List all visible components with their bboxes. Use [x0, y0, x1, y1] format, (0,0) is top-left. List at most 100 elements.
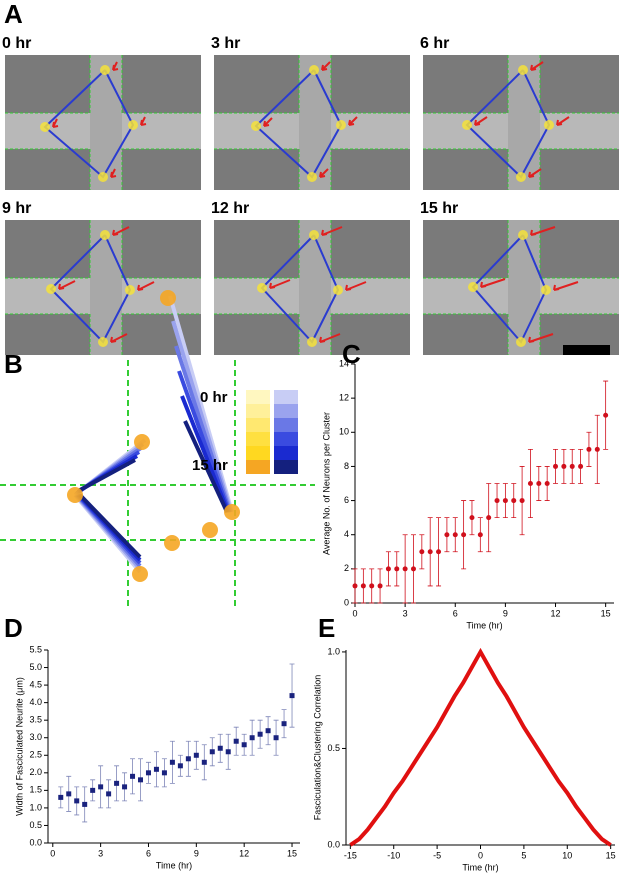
point [369, 583, 375, 589]
point [114, 780, 120, 786]
arrow [528, 168, 542, 178]
point [241, 742, 247, 748]
channel [299, 55, 331, 190]
neuron [251, 121, 261, 131]
point [561, 463, 567, 469]
trajectory [78, 420, 229, 559]
cluster [202, 522, 218, 538]
neuron [100, 65, 110, 75]
neuron [309, 230, 319, 240]
x-tick-label: 12 [239, 848, 249, 858]
point [569, 463, 575, 469]
point [586, 446, 592, 452]
arrow [137, 281, 155, 291]
frame-label: 3 hr [211, 35, 240, 52]
point [419, 549, 425, 555]
point [477, 532, 483, 538]
legend-swatch [274, 418, 298, 432]
y-axis-label: Width of Fasciculated Neurite (μm) [14, 677, 24, 816]
point [273, 735, 279, 741]
axis [345, 650, 615, 846]
point [138, 777, 144, 783]
neuron [336, 120, 346, 130]
neuron [309, 65, 319, 75]
y-tick-label: 2 [344, 563, 349, 573]
point [225, 749, 231, 755]
panel-label: D [4, 613, 23, 643]
boundary [5, 220, 201, 355]
arrow [348, 116, 358, 126]
point [594, 446, 600, 452]
boundary [423, 55, 619, 190]
point [394, 566, 400, 572]
point [511, 498, 517, 504]
cluster [132, 566, 148, 582]
y-tick-label: 0.5 [29, 820, 42, 830]
legend-swatch [274, 446, 298, 460]
y-axis-label: Fasciculation&Clustering Correlation [312, 675, 322, 821]
x-tick-label: 3 [403, 608, 408, 618]
point [185, 756, 191, 762]
y-tick-label: 5.0 [29, 662, 42, 672]
point [66, 791, 72, 797]
x-axis-label: Time (hr) [156, 860, 192, 870]
point [527, 481, 533, 486]
neuron [125, 285, 135, 295]
legend-swatch [246, 432, 270, 446]
arrow [319, 333, 341, 343]
arrow [528, 333, 554, 343]
x-tick-label: 0 [50, 848, 55, 858]
point [410, 566, 416, 572]
x-tick-label: 9 [503, 608, 508, 618]
point [519, 498, 525, 504]
axis [354, 364, 614, 604]
point [122, 784, 128, 790]
point [106, 791, 112, 797]
cluster [160, 290, 176, 306]
point [436, 549, 442, 555]
legend-swatch [246, 390, 270, 404]
x-tick-label: 0 [478, 850, 483, 860]
cluster [224, 504, 240, 520]
legend-swatch [246, 418, 270, 432]
x-tick-label: 10 [562, 850, 572, 860]
legend-swatch [274, 404, 298, 418]
point [177, 763, 183, 769]
x-tick-label: 3 [98, 848, 103, 858]
boundary [214, 55, 410, 190]
panel-label: C [342, 339, 361, 369]
point [209, 749, 215, 755]
y-tick-label: 8 [344, 461, 349, 471]
point [201, 759, 207, 765]
frame-label: 15 hr [420, 200, 458, 217]
neuron [541, 285, 551, 295]
arrow [110, 333, 128, 343]
axis [47, 650, 300, 844]
x-tick-label: 15 [606, 850, 616, 860]
point [603, 412, 609, 418]
x-tick-label: 15 [287, 848, 297, 858]
y-tick-label: 10 [339, 427, 349, 437]
frame-label: 6 hr [420, 35, 449, 52]
x-tick-label: 0 [352, 608, 357, 618]
cluster [67, 487, 83, 503]
point [58, 794, 64, 800]
legend-swatch [274, 432, 298, 446]
y-tick-label: 2.5 [29, 750, 42, 760]
x-tick-label: -15 [344, 850, 357, 860]
arrow [52, 118, 59, 128]
arrow [474, 116, 488, 126]
point [289, 693, 295, 699]
y-tick-label: 4 [344, 529, 349, 539]
x-tick-label: 5 [521, 850, 526, 860]
y-tick-label: 1.5 [29, 785, 42, 795]
point [452, 532, 458, 538]
neuron [468, 282, 478, 292]
point [377, 583, 383, 589]
neuron [40, 122, 50, 132]
point [193, 752, 199, 758]
point [82, 801, 88, 807]
x-tick-label: 6 [146, 848, 151, 858]
arrow [112, 61, 119, 71]
